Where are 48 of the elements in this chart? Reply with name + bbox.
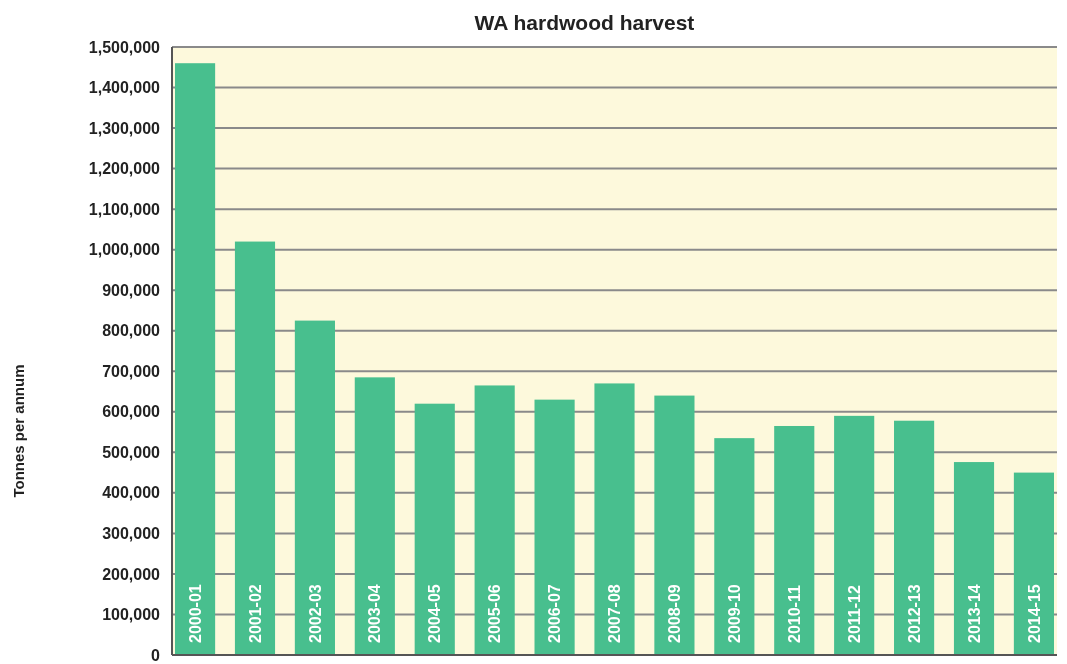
bar	[354, 377, 395, 655]
bar	[175, 63, 216, 655]
x-tick-label: 2013-14	[965, 584, 983, 643]
x-tick-label: 2005-06	[486, 584, 504, 643]
bar	[894, 420, 935, 655]
y-tick-label: 1,200,000	[88, 160, 161, 178]
x-tick-label: 2012-13	[905, 584, 923, 643]
x-tick-label: 2001-02	[246, 584, 264, 643]
bar	[714, 438, 755, 655]
bar	[294, 320, 335, 655]
y-axis-title: Tonnes per annum	[10, 364, 27, 498]
bar	[414, 403, 455, 655]
y-tick-label: 500,000	[102, 443, 161, 461]
x-tick-label: 2014-15	[1025, 584, 1043, 643]
x-tick-label: 2008-09	[666, 584, 684, 643]
y-tick-label: 100,000	[102, 606, 161, 624]
y-tick-label: 1,500,000	[88, 38, 161, 56]
x-tick-label: 2006-07	[546, 584, 564, 643]
y-tick-label: 600,000	[102, 403, 161, 421]
y-tick-label: 1,400,000	[88, 79, 161, 97]
y-tick-label: 900,000	[102, 281, 161, 299]
bar	[474, 385, 515, 655]
x-tick-label: 2003-04	[366, 584, 384, 643]
y-tick-label: 1,300,000	[88, 119, 161, 137]
y-tick-label: 400,000	[102, 484, 161, 502]
bar	[654, 395, 695, 655]
x-tick-label: 2000-01	[186, 584, 204, 643]
x-tick-label: 2011-12	[845, 585, 863, 643]
bar	[834, 415, 875, 655]
bar	[234, 241, 276, 655]
y-tick-label: 1,000,000	[88, 241, 161, 259]
bar	[953, 462, 995, 655]
x-tick-label: 2009-10	[725, 584, 743, 643]
y-tick-label: 300,000	[102, 525, 161, 542]
bar	[774, 425, 815, 655]
x-tick-label: 2007-08	[606, 584, 624, 643]
y-tick-label: 800,000	[102, 322, 161, 340]
y-tick-label: 0	[151, 646, 161, 664]
chart-title: WA hardwood harvest	[474, 11, 695, 34]
y-tick-label: 200,000	[102, 565, 161, 583]
x-tick-label: 2002-03	[306, 584, 324, 643]
y-tick-label: 1,100,000	[88, 200, 161, 218]
x-tick-label: 2004-05	[426, 584, 444, 643]
y-tick-label: 700,000	[102, 362, 161, 380]
bar	[1013, 472, 1054, 655]
x-tick-label: 2010-11	[785, 585, 803, 643]
bar	[534, 399, 575, 655]
bar	[594, 383, 635, 655]
